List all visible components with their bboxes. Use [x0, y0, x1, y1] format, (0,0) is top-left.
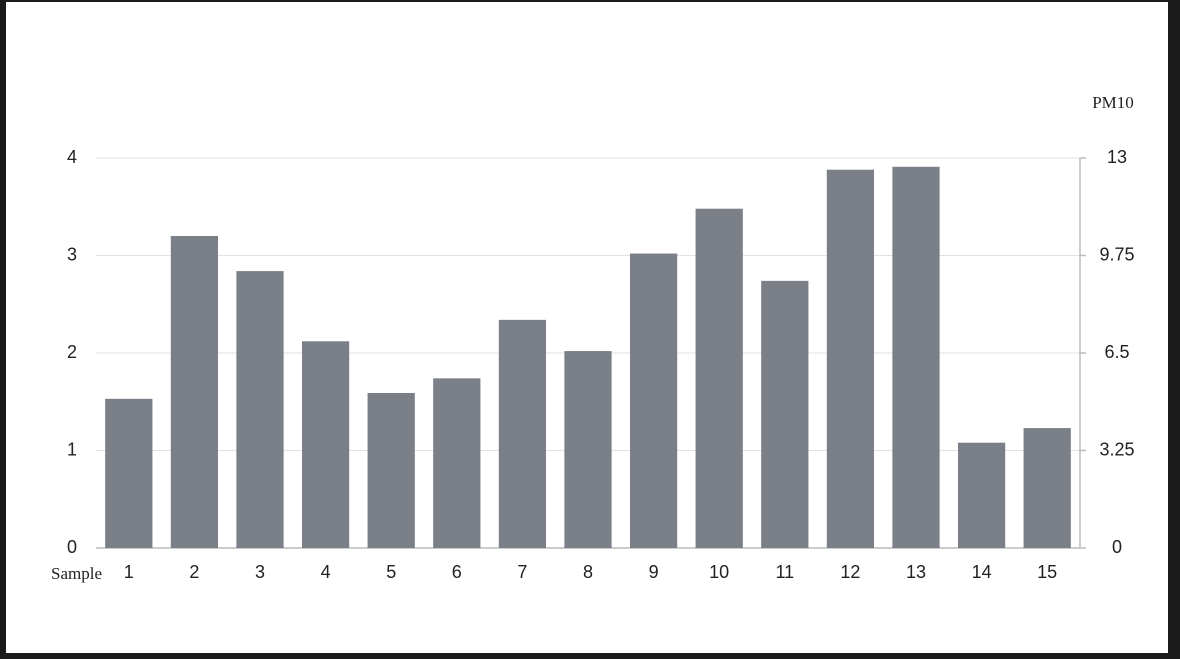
x-tick-label: 3: [255, 562, 265, 582]
bar: [695, 208, 743, 548]
bar: [498, 319, 547, 548]
x-tick-label: 4: [321, 562, 331, 582]
y-tick-label: 4: [67, 147, 77, 167]
x-tick-label: 9: [649, 562, 659, 582]
bar: [1023, 428, 1071, 548]
y2-axis-label: PM10: [1092, 93, 1134, 112]
y-tick-label: 0: [67, 537, 77, 557]
y-tick-label: 3: [67, 244, 77, 264]
x-axis-label: Sample: [51, 564, 102, 583]
bar: [105, 398, 153, 548]
bar: [367, 392, 415, 548]
bar: [761, 280, 809, 548]
x-tick-label: 13: [906, 562, 926, 582]
bar: [564, 351, 612, 548]
y2-tick-label: 0: [1112, 537, 1122, 557]
bar: [433, 378, 481, 548]
x-tick-label: 14: [972, 562, 992, 582]
x-tick-label: 12: [840, 562, 860, 582]
bar: [301, 341, 350, 548]
bar: [957, 442, 1006, 548]
bar: [892, 166, 940, 548]
y-tick-label: 2: [67, 342, 77, 362]
bar: [629, 253, 678, 549]
x-tick-label: 5: [386, 562, 396, 582]
y2-tick-label: 6.5: [1104, 342, 1129, 362]
y2-tick-label: 13: [1107, 147, 1127, 167]
x-tick-label: 7: [517, 562, 527, 582]
x-tick-label: 2: [189, 562, 199, 582]
bar: [826, 169, 875, 548]
x-tick-label: 8: [583, 562, 593, 582]
x-tick-label: 10: [709, 562, 729, 582]
x-tick-label: 6: [452, 562, 462, 582]
bar: [170, 236, 219, 548]
y2-tick-label: 3.25: [1099, 439, 1134, 459]
y2-tick-label: 9.75: [1099, 244, 1134, 264]
y-tick-label: 1: [67, 439, 77, 459]
x-tick-label: 11: [775, 562, 794, 582]
x-tick-label: 15: [1037, 562, 1057, 582]
bar: [236, 271, 284, 548]
x-tick-label: 1: [124, 562, 134, 582]
